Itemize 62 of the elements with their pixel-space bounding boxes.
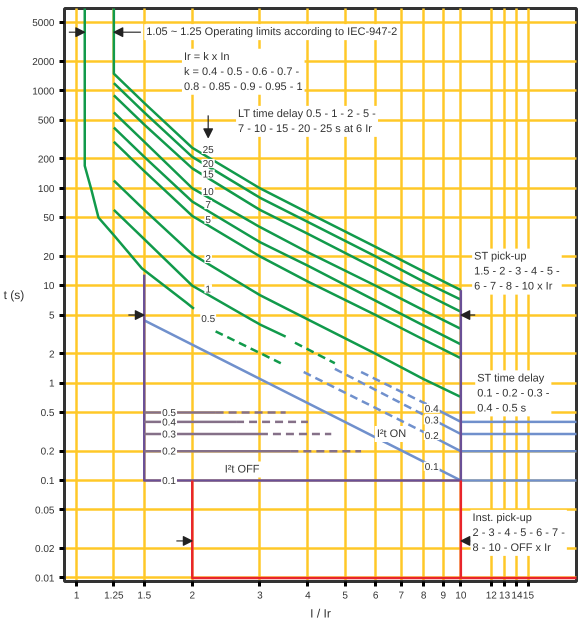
x-axis-title: I / Ir: [310, 606, 331, 620]
annotation: 0.4: [424, 404, 440, 415]
x-tick-label: 1.25: [104, 590, 124, 602]
annotation: I²t ON: [376, 428, 406, 440]
x-tick-label: 1.5: [137, 590, 152, 602]
y-tick-label: 500: [38, 116, 55, 127]
annotation: ST pick-up 1.5 - 2 - 3 - 4 - 5 - 6 - 7 - 8 - 10 x Ir: [474, 250, 560, 293]
y-tick-label: 0.5: [40, 408, 55, 419]
annotation: 20: [202, 158, 214, 170]
annotation: 0.3: [424, 415, 440, 426]
y-tick-label: 2: [48, 349, 55, 360]
y-tick-label: 1000: [32, 86, 55, 98]
annotation: 0.1: [162, 476, 176, 488]
annotation: Inst. pick-up 2 - 3 - 4 - 5 - 6 - 7 - 8 - 10 - OFF x Ir: [472, 512, 566, 554]
x-tick-label: 4: [305, 590, 312, 602]
annotation: 0.5: [201, 314, 216, 326]
annotation: 2: [205, 254, 212, 266]
x-tick-label: 7: [398, 590, 405, 602]
x-tick-label: 5: [342, 590, 348, 602]
x-tick-label: 2: [189, 590, 196, 602]
annotation: ST time delay 0.1 - 0.2 - 0.3 - 0.4 - 0.5 s: [477, 372, 550, 414]
x-tick-label: 15: [522, 590, 534, 602]
y-tick-label: 0.01: [35, 573, 55, 584]
y-tick-label: 5000: [32, 18, 55, 30]
annotation: I²t OFF: [224, 463, 260, 476]
annotation: 7: [205, 200, 212, 212]
y-tick-label: 5: [48, 310, 55, 322]
annotation: 10: [202, 186, 214, 198]
y-tick-label: 0.2: [40, 446, 55, 458]
x-tick-label: 3: [257, 590, 264, 602]
x-tick-label: 8: [420, 590, 427, 602]
annotation: 0.1: [424, 462, 440, 473]
x-tick-label: 1: [74, 590, 80, 602]
y-tick-label: 100: [38, 184, 55, 195]
annotation: 15: [202, 170, 214, 181]
annotation: 0.3: [162, 430, 176, 441]
annotation: 0.2: [162, 446, 176, 458]
annotation: 0.5: [162, 408, 176, 419]
y-tick-label: 0.02: [35, 544, 55, 556]
y-tick-label: 200: [38, 154, 55, 166]
x-tick-label: 6: [372, 590, 379, 602]
annotation: 0.2: [424, 430, 440, 442]
annotation: 5: [205, 214, 212, 226]
y-tick-label: 20: [43, 252, 55, 263]
y-tick-label: 0.1: [40, 476, 55, 488]
annotation: 25: [202, 144, 214, 156]
x-tick-label: 14: [511, 590, 523, 602]
y-tick-label: 1: [48, 378, 55, 390]
x-tick-label: 10: [455, 590, 467, 602]
y-tick-label: 10: [43, 281, 55, 292]
annotation: Ir = k x In k = 0.4 - 0.5 - 0.6 - 0.7 - 0.8 - 0.85 - 0.9 - 0.95 - 1: [184, 50, 303, 93]
annotation: 1: [205, 284, 212, 296]
y-axis-title: t (s): [4, 288, 24, 302]
annotation: LT time delay 0.5 - 1 - 2 - 5 - 7 - 10 - 15 - 20 - 25 s at 6 Ir: [238, 108, 376, 135]
annotation: 0.4: [162, 417, 176, 428]
y-tick-label: 0.05: [35, 505, 55, 516]
x-tick-label: 12: [486, 590, 498, 602]
x-tick-label: 13: [499, 590, 511, 602]
annotation: 1.05 ~ 1.25 Operating limits according to IEC-947-2: [146, 26, 398, 38]
y-tick-label: 50: [43, 213, 55, 224]
y-tick-label: 2000: [32, 57, 55, 68]
x-tick-label: 9: [440, 590, 446, 602]
